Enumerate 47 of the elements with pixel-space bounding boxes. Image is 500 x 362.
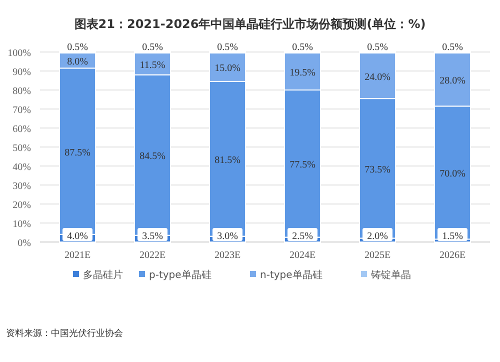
- chart-title: 图表21：2021-2026年中国单晶硅行业市场份额预测(单位：%): [74, 17, 426, 31]
- y-tick-label: 40%: [12, 162, 31, 173]
- data-label: 28.0%: [440, 76, 466, 87]
- data-label: 1.5%: [442, 231, 463, 242]
- data-label: 2.5%: [292, 231, 313, 242]
- legend-label: p-type单晶硅: [149, 269, 212, 281]
- y-tick-label: 30%: [12, 181, 31, 192]
- data-label: 3.0%: [217, 231, 238, 242]
- data-label: 77.5%: [290, 160, 316, 171]
- y-tick-label: 80%: [12, 86, 31, 97]
- data-label: 0.5%: [142, 42, 163, 53]
- text: 资料来源：中国光伏行业协会: [6, 328, 123, 339]
- data-label: 81.5%: [214, 154, 240, 166]
- data-label: 0.5%: [292, 42, 313, 53]
- y-tick-label: 100%: [8, 48, 31, 59]
- data-label: 84.5%: [140, 151, 166, 162]
- data-label: 24.0%: [364, 72, 390, 83]
- x-tick-label: 2022E: [139, 250, 166, 261]
- legend-label: n-type单晶硅: [260, 269, 322, 281]
- data-label: 0.5%: [442, 42, 463, 53]
- data-label: 19.5%: [290, 67, 316, 78]
- x-tick-label: 2025E: [364, 250, 391, 261]
- y-tick-label: 90%: [12, 67, 31, 78]
- data-label: 4.0%: [67, 231, 88, 242]
- data-label: 8.0%: [67, 56, 88, 68]
- data-label: 0.5%: [67, 42, 88, 53]
- data-label: 0.5%: [217, 42, 238, 53]
- x-tick-label: 2024E: [289, 250, 316, 261]
- data-label: 2.0%: [367, 231, 388, 242]
- y-tick-label: 0%: [18, 238, 31, 249]
- data-label: 11.5%: [140, 60, 166, 71]
- data-label: 0.5%: [367, 42, 388, 53]
- y-tick-label: 10%: [12, 219, 31, 230]
- x-tick-label: 2026E: [439, 250, 466, 261]
- x-tick-label: 2021E: [64, 250, 91, 261]
- data-label: 3.5%: [142, 231, 163, 242]
- y-tick-label: 60%: [12, 124, 31, 135]
- y-tick-label: 70%: [12, 105, 31, 116]
- data-label: 70.0%: [440, 168, 466, 180]
- data-label: 15.0%: [214, 63, 240, 74]
- y-tick-label: 20%: [12, 200, 31, 211]
- legend-label: 铸锭单晶: [370, 269, 411, 281]
- legend-label: 多晶硅片: [83, 269, 123, 281]
- y-tick-label: 50%: [12, 143, 31, 154]
- data-label: 73.5%: [364, 164, 390, 176]
- data-label: 87.5%: [64, 147, 90, 158]
- x-tick-label: 2023E: [214, 250, 241, 261]
